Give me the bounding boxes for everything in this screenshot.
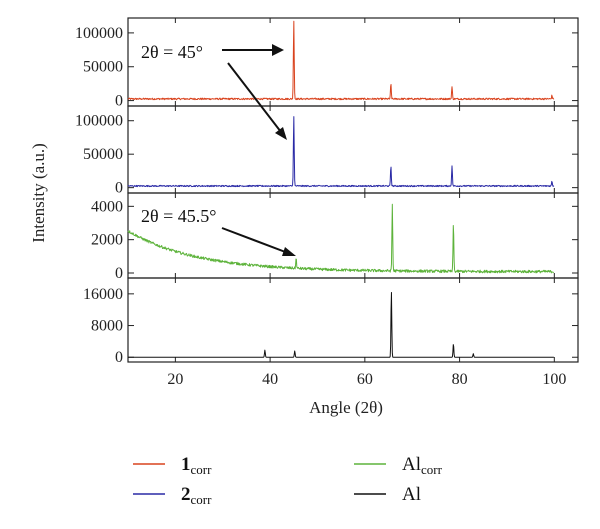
x-tick-label: 80 — [452, 371, 468, 388]
y-tick-label: 16000 — [83, 286, 123, 303]
panel-3: 0 2000 4000 — [91, 192, 579, 282]
x-tick-label: 40 — [262, 371, 278, 388]
y-tick-label: 100000 — [75, 113, 123, 130]
y-tick-label: 0 — [115, 349, 123, 366]
annotation-45: 2θ = 45° — [141, 42, 287, 140]
annotation-45-label: 2θ = 45° — [141, 42, 203, 62]
panel-2: 0 50000 100000 — [75, 105, 579, 197]
legend-item-1: 1corr — [133, 454, 212, 477]
annotation-455-arrow-head — [282, 247, 296, 256]
y-tick-label: 0 — [115, 180, 123, 197]
y-tick-label: 50000 — [83, 59, 123, 76]
annotation-455-arrow — [221, 227, 289, 254]
y-tick-label: 100000 — [75, 25, 123, 42]
y-tick-label: 4000 — [91, 198, 123, 215]
x-axis-title: Angle (2θ) — [309, 398, 383, 417]
legend-item-2: Alcorr — [354, 454, 443, 477]
series-line-Al — [127, 292, 554, 358]
y-tick-label: 0 — [115, 93, 123, 110]
y-tick-label: 2000 — [91, 232, 123, 249]
series-line-1corr — [127, 20, 555, 101]
y-tick-label: 8000 — [91, 318, 123, 335]
y-axis-title: Intensity (a.u.) — [29, 143, 48, 243]
annotation-455: 2θ = 45.5° — [141, 206, 296, 256]
series-line-Alcorr — [127, 203, 554, 274]
annotation-45-arrow-right-head — [272, 44, 284, 56]
panel-4: 0 8000 16000 — [83, 277, 579, 366]
annotation-45-arrow-down — [227, 62, 282, 133]
legend-item-4: Al — [354, 484, 421, 505]
annotation-455-label: 2θ = 45.5° — [141, 206, 216, 226]
legend-label: 1corr — [181, 454, 212, 477]
series-line-2corr — [127, 116, 555, 188]
x-tick-label: 100 — [542, 371, 566, 388]
legend-label: Alcorr — [402, 454, 443, 477]
legend-item-3: 2corr — [133, 484, 212, 507]
y-tick-label: 0 — [115, 265, 123, 282]
chart-panels: 0500001000000500001000000200040000800016… — [75, 17, 579, 388]
x-tick-label: 20 — [167, 371, 183, 388]
legend: 1corr Alcorr 2corr Al — [133, 454, 443, 507]
annotation-45-arrow-down-head — [275, 127, 287, 140]
legend-label: 2corr — [181, 484, 212, 507]
panel-frame — [127, 277, 579, 363]
panel-frame — [127, 105, 579, 194]
panel-1: 0 50000 100000 — [75, 17, 579, 110]
panel-frame — [127, 17, 579, 107]
y-tick-label: 50000 — [83, 146, 123, 163]
x-tick-label: 60 — [357, 371, 373, 388]
legend-label: Al — [402, 484, 421, 505]
